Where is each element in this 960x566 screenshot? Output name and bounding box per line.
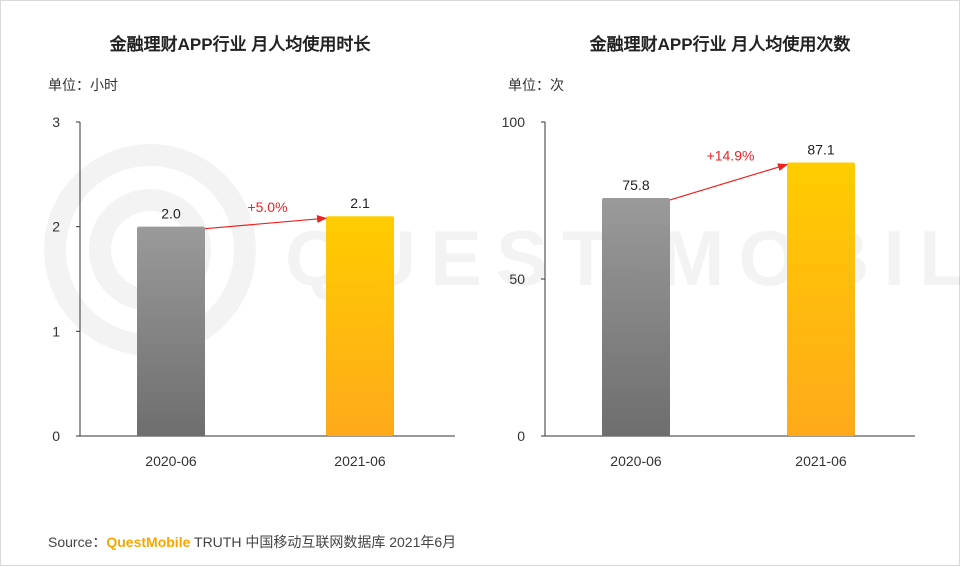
chart-title: 金融理财APP行业 月人均使用时长 — [109, 34, 372, 54]
bar-2021-06 — [787, 162, 855, 437]
data-label: 87.1 — [807, 142, 834, 158]
y-tick-label: 1 — [52, 323, 60, 339]
growth-arrow — [669, 163, 788, 201]
chart-title: 金融理财APP行业 月人均使用次数 — [589, 34, 852, 54]
bar-2020-06 — [602, 197, 670, 436]
unit-label: 单位：小时 — [48, 77, 118, 93]
y-tick-label: 0 — [517, 428, 525, 444]
data-label: 2.0 — [161, 206, 181, 222]
y-tick-label: 50 — [509, 271, 525, 287]
bar-2020-06 — [137, 226, 205, 436]
growth-label: +5.0% — [247, 199, 287, 215]
chart-usage-count: 金融理财APP行业 月人均使用次数 单位：次 0 50 100 75.8 2020-0… — [502, 34, 915, 469]
bar-2021-06 — [326, 216, 394, 436]
unit-label: 单位：次 — [508, 77, 564, 93]
y-tick-label: 2 — [52, 219, 60, 235]
chart-usage-duration: 金融理财APP行业 月人均使用时长 单位：小时 0 1 2 3 2.0 2020-06 2… — [48, 34, 455, 469]
x-tick-label: 2020-06 — [610, 453, 662, 469]
growth-arrow — [204, 214, 327, 230]
data-label: 2.1 — [350, 195, 370, 211]
x-tick-label: 2021-06 — [795, 453, 847, 469]
y-tick-label: 0 — [52, 428, 60, 444]
data-label: 75.8 — [622, 177, 649, 193]
source-brand: QuestMobile — [106, 534, 191, 550]
source-note: Source：QuestMobile TRUTH 中国移动互联网数据库 2021… — [48, 532, 456, 552]
y-tick-label: 3 — [52, 114, 60, 130]
source-suffix: TRUTH 中国移动互联网数据库 2021年6月 — [190, 534, 457, 550]
x-tick-label: 2020-06 — [145, 453, 197, 469]
x-tick-label: 2021-06 — [334, 453, 386, 469]
y-tick-label: 100 — [502, 114, 526, 130]
source-prefix: Source： — [48, 534, 107, 550]
growth-label: +14.9% — [707, 148, 755, 164]
